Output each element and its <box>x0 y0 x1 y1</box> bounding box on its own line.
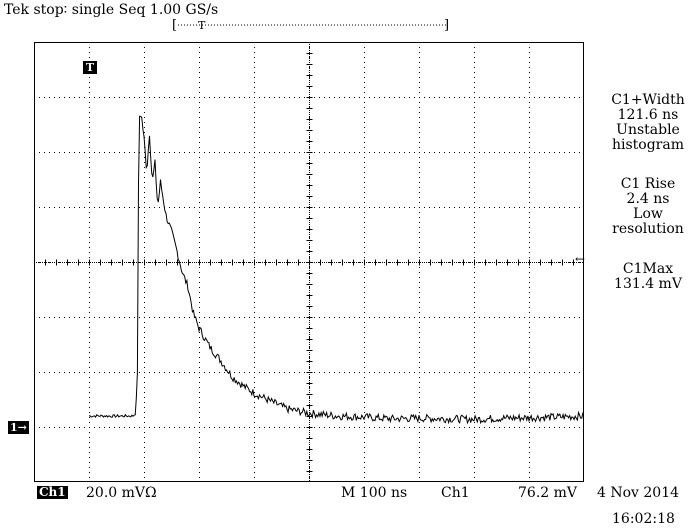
measurement-width-note1: Unstable <box>616 122 680 138</box>
date-readout: 4 Nov 2014 <box>597 485 680 501</box>
channel-1-badge: Ch1 <box>37 485 68 499</box>
timebase-readout: M 100 ns <box>341 485 408 501</box>
measurement-width-label: C1+Width <box>611 92 685 108</box>
trigger-level-readout: 76.2 mV <box>518 485 578 501</box>
measurement-rise-note1: Low <box>633 206 663 222</box>
measurement-width: C1+Width 121.6 ns Unstable histogram <box>598 93 698 153</box>
measurement-rise-label: C1 Rise <box>620 176 676 192</box>
measurement-rise: C1 Rise 2.4 ns Low resolution <box>598 177 698 237</box>
measurement-width-value: 121.6 ns <box>617 107 679 123</box>
measurement-width-note2: histogram <box>611 137 684 153</box>
trigger-position-marker: T <box>83 61 97 74</box>
trigger-source-readout: Ch1 <box>441 485 470 501</box>
measurement-rise-value: 2.4 ns <box>626 191 670 207</box>
clock-readout: 16:02:18 <box>612 511 675 527</box>
measurement-max: C1Max 131.4 mV <box>598 262 698 292</box>
measurement-rise-note2: resolution <box>612 221 684 237</box>
trigger-level-arrow-icon: ← <box>575 252 586 266</box>
record-length-indicator: [ T ] <box>172 18 449 31</box>
scope-status-text: Tek stop∶ single Seq 1.00 GS/s <box>4 2 219 18</box>
record-trigger-mark: T <box>198 19 206 31</box>
waveform-graticule <box>34 42 584 482</box>
ch1-waveform-trace <box>88 115 584 425</box>
measurement-max-value: 131.4 mV <box>614 276 682 292</box>
record-bracket-right: ] <box>444 18 449 31</box>
graticule-center-axes <box>34 42 584 482</box>
measurement-max-label: C1Max <box>622 261 674 277</box>
vertical-scale-readout: 20.0 mVΩ <box>86 485 157 501</box>
record-bracket-left: [ <box>172 18 177 31</box>
ch1-ground-marker: 1→ <box>8 421 29 434</box>
